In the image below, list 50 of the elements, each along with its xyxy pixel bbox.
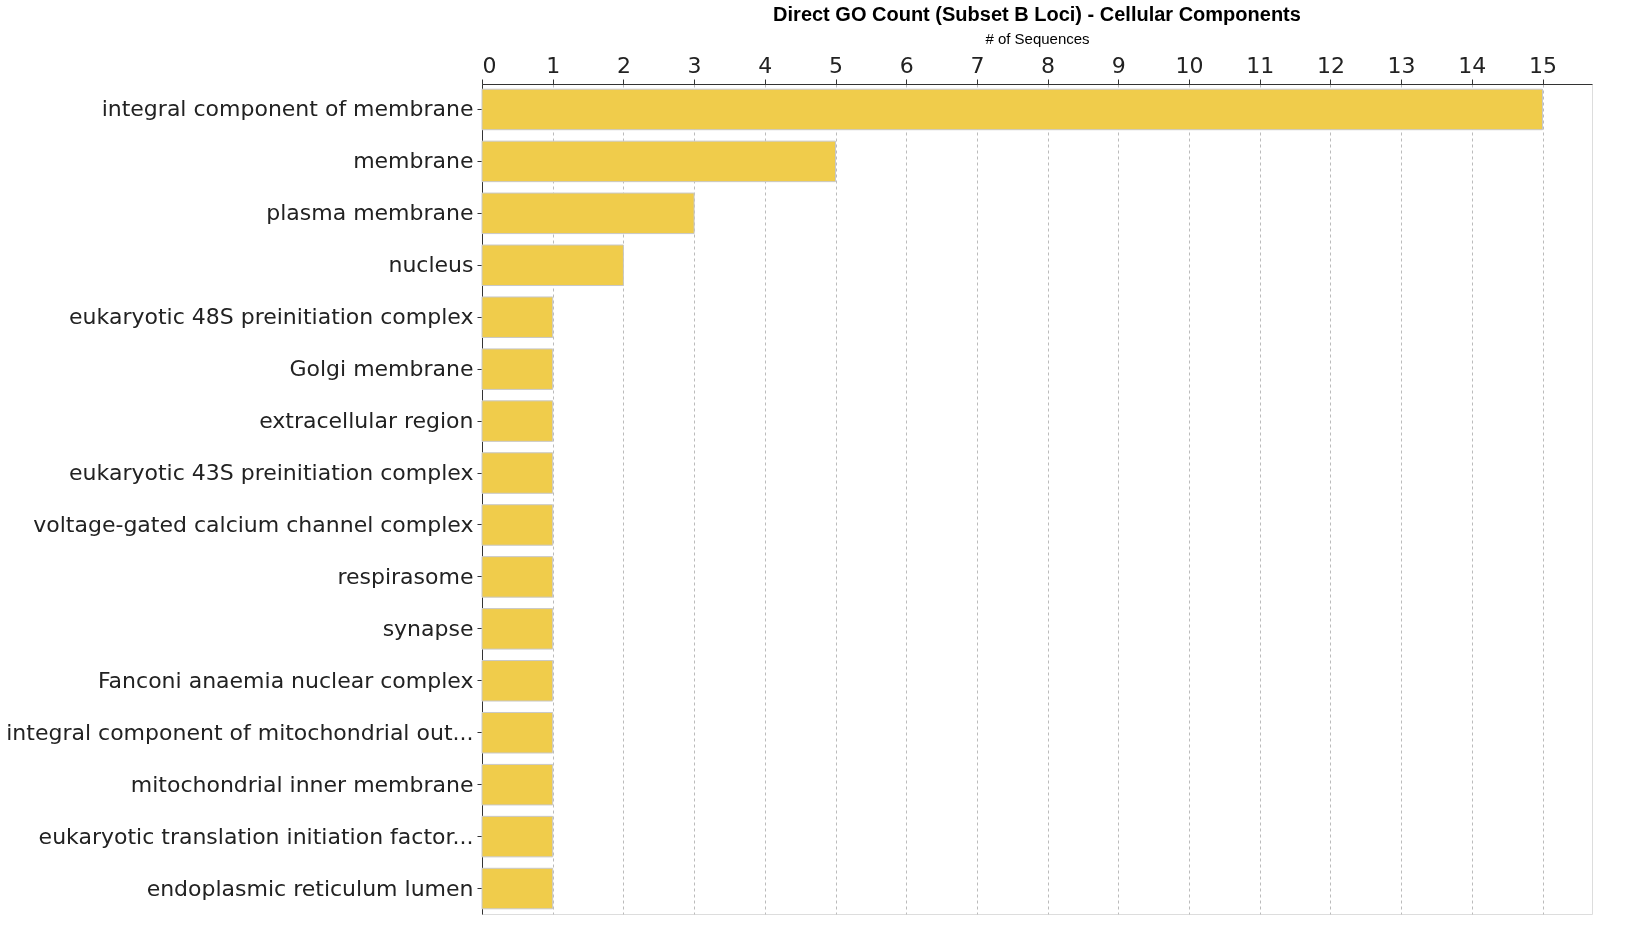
y-tick-label: Golgi membrane [289, 356, 474, 382]
y-tick-label: extracellular region [259, 408, 474, 434]
y-tick-label: integral component of membrane [101, 96, 474, 122]
y-tick-label: mitochondrial inner membrane [130, 771, 474, 797]
bar [481, 711, 554, 754]
bar [481, 867, 554, 910]
bar [481, 296, 554, 338]
y-tick-label: Fanconi anaemia nuclear complex [97, 667, 474, 693]
x-tick-label: 15 [1529, 52, 1558, 78]
x-tick-label: 3 [687, 52, 702, 78]
y-tick-label: nucleus [388, 252, 474, 278]
y-tick-label: synapse [382, 615, 474, 641]
x-tick-label: 13 [1387, 52, 1416, 78]
x-tick-label: 2 [616, 52, 631, 78]
bar [481, 556, 554, 598]
bar [481, 504, 554, 546]
x-tick-label: 8 [1041, 52, 1056, 78]
y-tick-label: eukaryotic translation initiation factor... [38, 823, 474, 849]
bar [481, 660, 554, 702]
bar [481, 815, 554, 858]
x-tick-label: 7 [970, 52, 985, 78]
bar [481, 608, 554, 650]
y-tick-label: eukaryotic 48S preinitiation complex [69, 304, 474, 330]
y-tick-label: voltage-gated calcium channel complex [33, 511, 474, 537]
x-tick-label: 4 [758, 52, 773, 78]
bar [481, 244, 624, 287]
y-tick-label: plasma membrane [266, 200, 474, 226]
x-tick-label: 5 [829, 52, 843, 78]
x-tick-label: 0 [482, 52, 497, 78]
x-tick-label: 11 [1246, 52, 1275, 78]
bar [481, 140, 836, 183]
x-tick-label: 6 [899, 52, 914, 78]
bar [481, 192, 695, 235]
bar [481, 452, 554, 494]
x-tick-label: 9 [1111, 52, 1126, 78]
bar [481, 348, 554, 390]
x-axis-title: # of Sequences [985, 29, 1090, 47]
x-tick-label: 1 [546, 52, 561, 78]
bar [481, 400, 554, 442]
x-tick-label: 14 [1458, 52, 1487, 78]
chart-title: Direct GO Count (Subset B Loci) - Cellular Components [773, 3, 1301, 25]
y-tick-label: endoplasmic reticulum lumen [146, 875, 474, 901]
y-tick-label: integral component of mitochondrial out... [6, 719, 474, 745]
x-tick-label: 12 [1316, 52, 1345, 78]
y-tick-label: eukaryotic 43S preinitiation complex [69, 460, 474, 486]
y-tick-label: respirasome [337, 563, 474, 589]
bar [481, 763, 554, 806]
x-tick-label: 10 [1175, 52, 1204, 78]
y-tick-label: membrane [353, 148, 474, 174]
bar [481, 88, 1544, 131]
